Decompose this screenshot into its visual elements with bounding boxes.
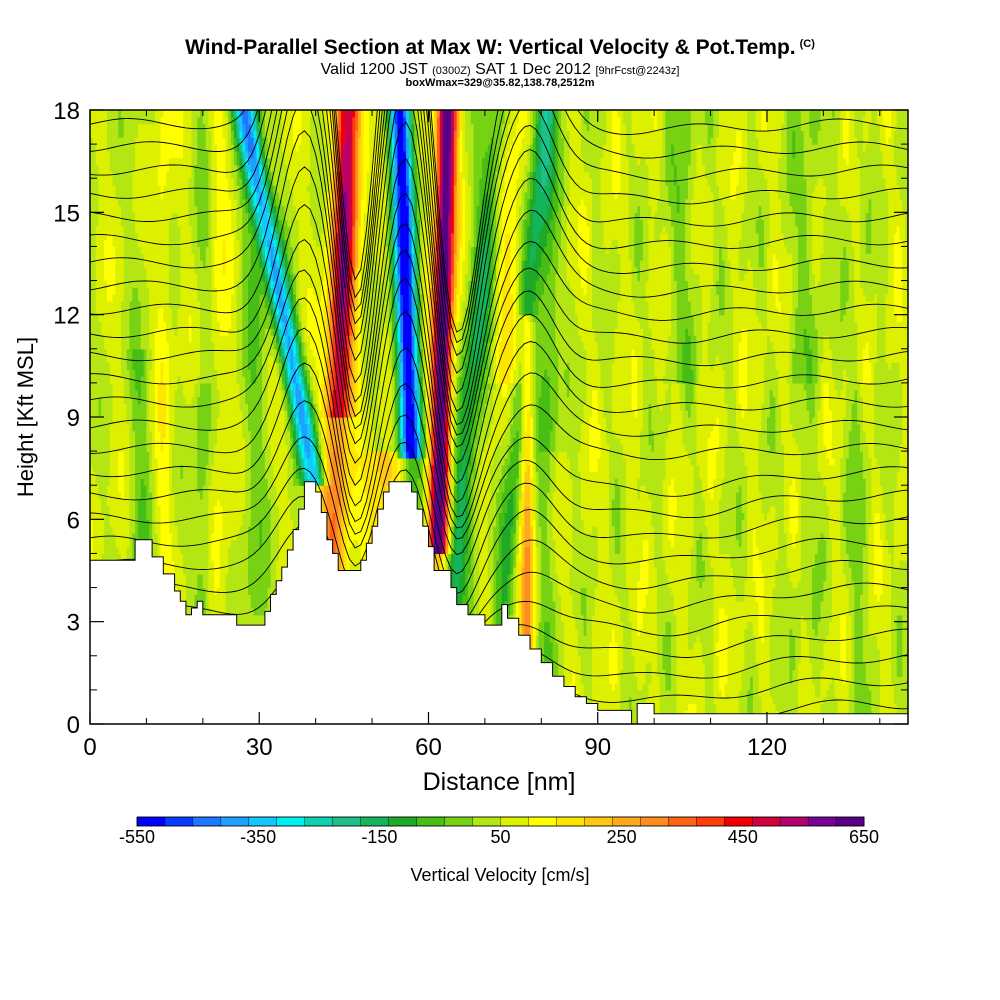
cross-section-chart: 0 30 60 90 1200369121518 Distance [nm] Heigh… bbox=[0, 0, 1000, 1000]
